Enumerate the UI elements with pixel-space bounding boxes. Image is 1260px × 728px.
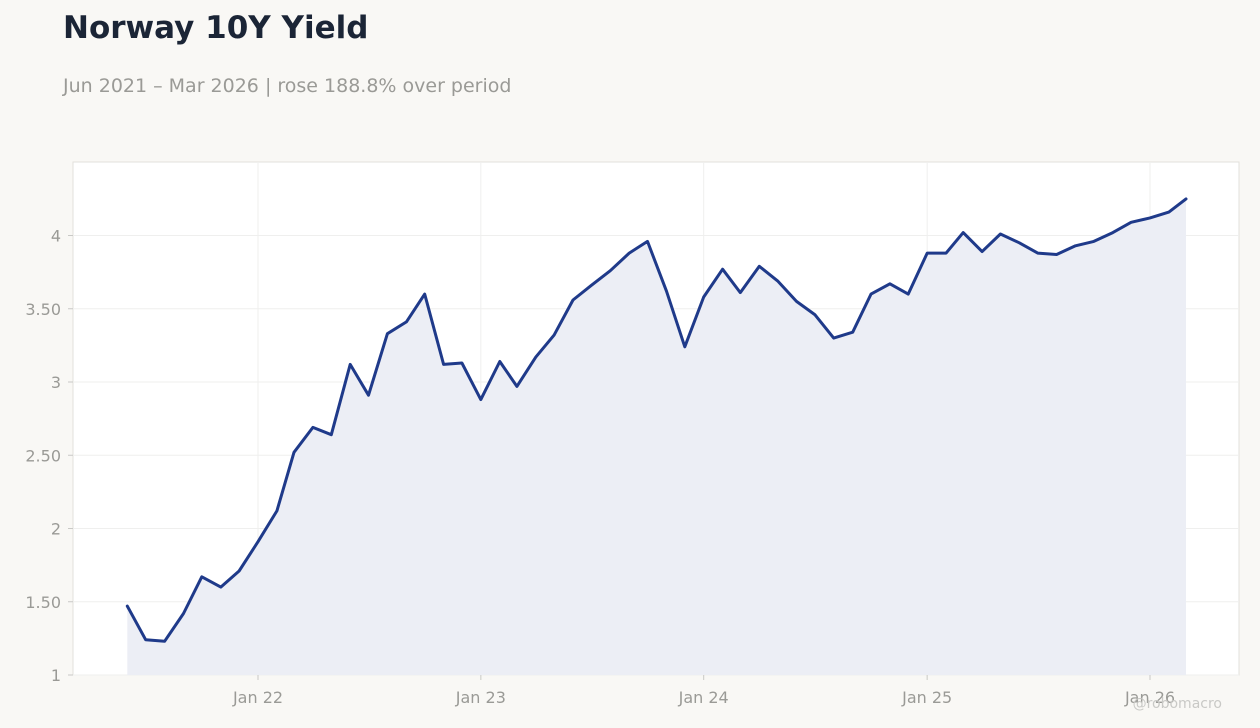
x-tick-label: Jan 25 bbox=[901, 688, 952, 707]
y-tick-label: 2.50 bbox=[25, 446, 61, 465]
y-tick-label: 4 bbox=[51, 227, 61, 246]
chart-subtitle: Jun 2021 – Mar 2026 | rose 188.8% over p… bbox=[63, 75, 512, 97]
y-tick-label: 3 bbox=[51, 373, 61, 392]
x-tick-label: Jan 24 bbox=[678, 688, 729, 707]
y-tick-label: 3.50 bbox=[25, 300, 61, 319]
y-axis: 1 1.50 2 2.50 3 3.50 4 bbox=[25, 227, 73, 685]
y-tick-label: 1 bbox=[51, 666, 61, 685]
x-tick-label: Jan 26 bbox=[1124, 688, 1175, 707]
series-line bbox=[125, 197, 1188, 643]
y-tick-label: 1.50 bbox=[25, 593, 61, 612]
x-axis: Jan 22 Jan 23 Jan 24 Jan 25 Jan 26 bbox=[232, 675, 1175, 707]
y-tick-label: 2 bbox=[51, 520, 61, 539]
data-points bbox=[127, 198, 1187, 642]
x-tick-label: Jan 23 bbox=[455, 688, 506, 707]
chart-title: Norway 10Y Yield bbox=[63, 10, 369, 46]
series-area bbox=[127, 198, 1186, 675]
watermark: @robomacro bbox=[1132, 696, 1222, 712]
x-tick-label: Jan 22 bbox=[232, 688, 283, 707]
